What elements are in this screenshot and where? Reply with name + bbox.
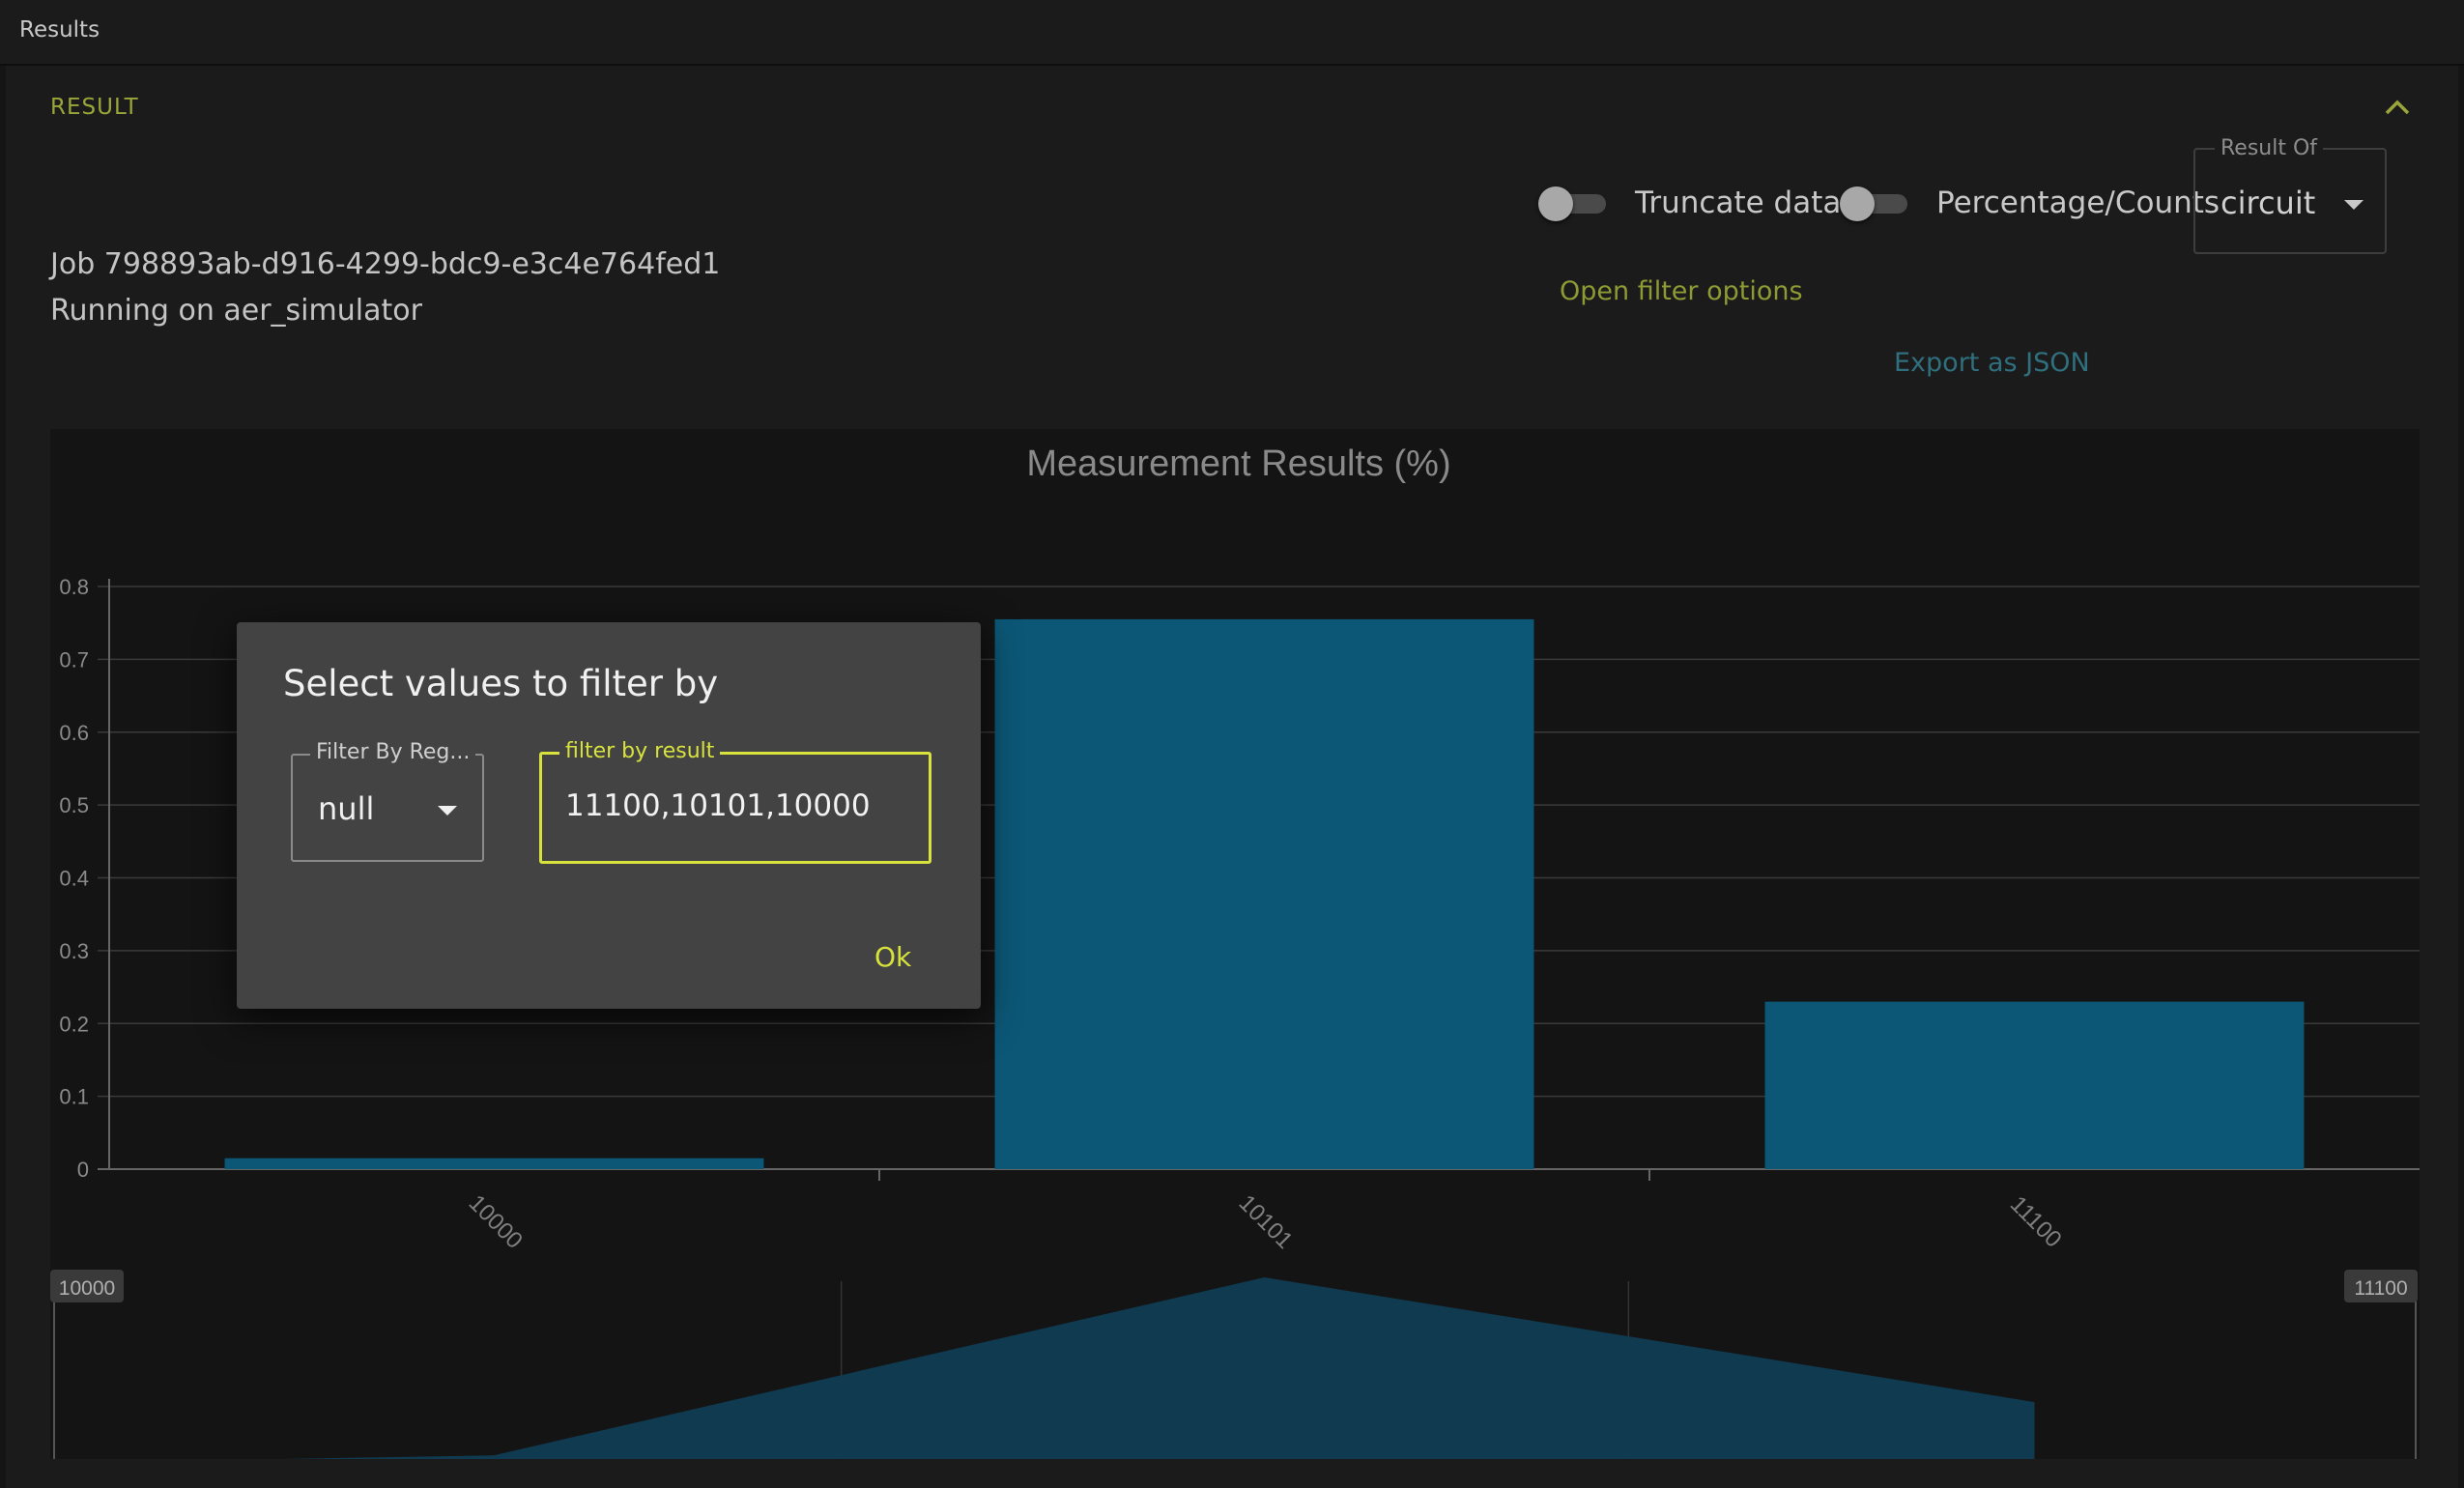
register-legend: Filter By Reg... (310, 740, 476, 764)
results-header: Results (0, 0, 2464, 66)
y-tick-label: 0.5 (59, 793, 89, 817)
export-json-link[interactable]: Export as JSON (1894, 348, 2090, 378)
y-tick-label: 0.4 (59, 867, 89, 891)
y-tick-label: 0 (77, 1158, 89, 1182)
result-legend: filter by result (559, 739, 721, 763)
y-tick-label: 0.3 (59, 939, 89, 963)
section-title: RESULT (50, 95, 139, 120)
chevron-up-icon[interactable] (2385, 99, 2410, 116)
bar-chart: Measurement Results (%) 0 0.1 0.2 0.3 0.4 0.5 0… (50, 444, 2420, 1459)
navigator-label-left-bg (50, 1270, 124, 1302)
navigator-label-left: 10000 (59, 1277, 115, 1300)
result-panel: RESULT Job 798893ab-d916-4299-bdc9-e3c4e… (6, 66, 2458, 1488)
bar (994, 618, 1534, 1169)
x-tick-label: 10000 (464, 1190, 528, 1254)
percentage-toggle[interactable] (1840, 184, 1913, 222)
job-id: Job 798893ab-d916-4299-bdc9-e3c4e764fed1 (50, 247, 721, 281)
x-tick-label: 11100 (2005, 1191, 2067, 1253)
dropdown-arrow-icon (438, 806, 457, 816)
dropdown-arrow-icon (2344, 200, 2364, 210)
filter-result-input[interactable] (565, 784, 903, 828)
result-of-legend: Result Of (2215, 136, 2324, 160)
backend-info: Running on aer_simulator (50, 294, 422, 328)
navigator-label-right-bg (2344, 1270, 2418, 1302)
result-of-select[interactable]: Result Of circuit (2193, 136, 2387, 254)
filter-result-field: filter by result (539, 739, 931, 864)
bar (1764, 1001, 2305, 1169)
percentage-label: Percentage/Counts (1936, 186, 2220, 220)
y-tick-label: 0.1 (59, 1085, 89, 1109)
y-tick-label: 0.2 (59, 1012, 89, 1036)
y-tick-label: 0.8 (59, 575, 89, 599)
filter-dialog: Select values to filter by Filter By Reg… (237, 622, 981, 1009)
bar (224, 1158, 764, 1169)
y-tick-label: 0.7 (59, 647, 89, 672)
toggle-knob (1840, 186, 1875, 221)
result-of-value: circuit (2220, 185, 2316, 221)
toggle-knob (1538, 186, 1573, 221)
truncate-label: Truncate data (1635, 186, 1842, 220)
chart-title: Measurement Results (%) (1026, 444, 1450, 484)
y-tick-label: 0.6 (59, 721, 89, 745)
dialog-title: Select values to filter by (283, 663, 719, 704)
truncate-toggle[interactable] (1538, 184, 1612, 222)
register-value: null (318, 790, 375, 827)
filter-register-select[interactable]: Filter By Reg... null (291, 740, 484, 862)
navigator-label-right: 11100 (2354, 1277, 2407, 1300)
ok-button[interactable]: Ok (874, 941, 912, 973)
navigator-area (282, 1277, 2035, 1459)
open-filter-link[interactable]: Open filter options (1560, 276, 1803, 306)
results-title: Results (19, 17, 100, 43)
x-tick-label: 10101 (1234, 1190, 1298, 1254)
